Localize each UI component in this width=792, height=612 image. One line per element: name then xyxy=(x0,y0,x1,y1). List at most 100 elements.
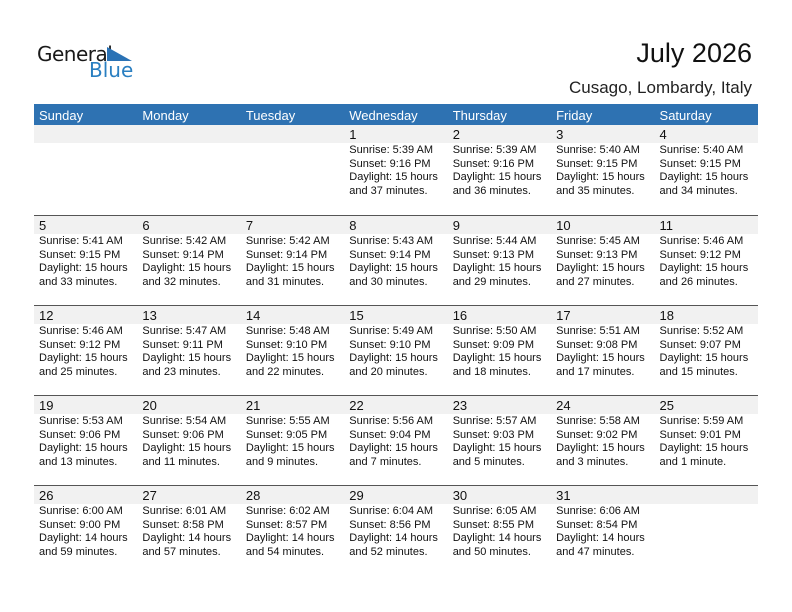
sunrise-text: Sunrise: 5:49 AM xyxy=(349,325,434,337)
day-info: Sunrise: 5:54 AM Sunset: 9:06 PM Daylight:… xyxy=(137,414,240,469)
minutes-text: and 32 minutes. xyxy=(142,275,221,288)
day-number xyxy=(137,125,241,143)
sunset-text: Sunset: 9:15 PM xyxy=(659,157,741,170)
daylight-text: Daylight: 15 hours xyxy=(452,262,542,275)
sunrise-text: Sunrise: 5:44 AM xyxy=(452,235,537,247)
weekday-tuesday: Tuesday xyxy=(245,108,296,123)
day-cell: 31 Sunrise: 6:06 AM Sunset: 8:54 PM Dayligh… xyxy=(551,486,655,575)
daylight-text: Daylight: 15 hours xyxy=(39,262,128,275)
sunrise-text: Sunrise: 6:02 AM xyxy=(245,505,330,517)
day-info: Sunrise: 5:40 AM Sunset: 9:15 PM Daylight:… xyxy=(655,143,758,198)
sunrise-text: Sunrise: 5:47 AM xyxy=(142,325,227,337)
daylight-text: Daylight: 15 hours xyxy=(349,442,438,455)
daylight-text: Daylight: 14 hours xyxy=(142,532,232,545)
daylight-text: Daylight: 15 hours xyxy=(39,442,128,455)
sunset-text: Sunset: 9:13 PM xyxy=(556,248,638,261)
daylight-text: Daylight: 15 hours xyxy=(142,442,232,455)
sunrise-text: Sunrise: 5:42 AM xyxy=(245,235,330,247)
day-info: Sunrise: 5:53 AM Sunset: 9:06 PM Daylight:… xyxy=(34,414,137,469)
daylight-text: Daylight: 15 hours xyxy=(452,442,542,455)
day-cell: 25 Sunrise: 5:59 AM Sunset: 9:01 PM Dayligh… xyxy=(654,396,758,485)
sunrise-text: Sunrise: 5:48 AM xyxy=(245,325,330,337)
sunset-text: Sunset: 9:15 PM xyxy=(39,248,121,261)
sunset-text: Sunset: 8:56 PM xyxy=(349,518,431,531)
day-number: 15 xyxy=(344,306,448,324)
daylight-text: Daylight: 15 hours xyxy=(349,171,438,184)
week-row: 12 Sunrise: 5:46 AM Sunset: 9:12 PM Dayligh… xyxy=(34,305,758,395)
sunrise-text: Sunrise: 6:01 AM xyxy=(142,505,227,517)
sunset-text: Sunset: 9:07 PM xyxy=(659,338,741,351)
day-number: 20 xyxy=(137,396,241,414)
sunrise-text: Sunrise: 5:39 AM xyxy=(452,144,537,156)
day-cell: 27 Sunrise: 6:01 AM Sunset: 8:58 PM Dayligh… xyxy=(137,486,241,575)
sunrise-text: Sunrise: 5:51 AM xyxy=(556,325,640,337)
sunrise-text: Sunrise: 5:40 AM xyxy=(556,144,640,156)
daylight-text: Daylight: 15 hours xyxy=(659,442,749,455)
day-cell: 26 Sunrise: 6:00 AM Sunset: 9:00 PM Dayligh… xyxy=(34,486,138,575)
sunset-text: Sunset: 8:55 PM xyxy=(452,518,535,531)
sunrise-text: Sunrise: 5:41 AM xyxy=(39,235,123,247)
page-title: July 2026 xyxy=(636,38,752,68)
day-cell xyxy=(34,125,138,215)
minutes-text: and 57 minutes. xyxy=(142,545,221,558)
sunset-text: Sunset: 9:04 PM xyxy=(349,428,431,441)
day-info: Sunrise: 5:44 AM Sunset: 9:13 PM Daylight:… xyxy=(448,234,551,289)
day-info: Sunrise: 5:58 AM Sunset: 9:02 PM Daylight:… xyxy=(551,414,654,469)
day-number: 31 xyxy=(551,486,655,504)
sunrise-text: Sunrise: 5:45 AM xyxy=(556,235,640,247)
day-cell: 14 Sunrise: 5:48 AM Sunset: 9:10 PM Dayligh… xyxy=(240,306,345,395)
day-cell: 29 Sunrise: 6:04 AM Sunset: 8:56 PM Dayligh… xyxy=(344,486,448,575)
sunset-text: Sunset: 9:05 PM xyxy=(245,428,328,441)
daylight-text: Daylight: 15 hours xyxy=(142,352,232,365)
day-info: Sunrise: 5:47 AM Sunset: 9:11 PM Daylight:… xyxy=(137,324,240,379)
day-cell: 9 Sunrise: 5:44 AM Sunset: 9:13 PM Daylight… xyxy=(447,216,552,305)
sunrise-text: Sunrise: 5:46 AM xyxy=(659,235,744,247)
day-number: 29 xyxy=(344,486,448,504)
daylight-text: Daylight: 15 hours xyxy=(556,262,645,275)
weekday-saturday: Saturday xyxy=(659,108,712,123)
day-cell: 11 Sunrise: 5:46 AM Sunset: 9:12 PM Dayligh… xyxy=(654,216,758,305)
sunset-text: Sunset: 9:06 PM xyxy=(39,428,121,441)
day-number: 8 xyxy=(344,216,448,234)
day-cell: 1 Sunrise: 5:39 AM Sunset: 9:16 PM Daylight… xyxy=(344,125,448,215)
sunset-text: Sunset: 9:14 PM xyxy=(349,248,431,261)
weekday-monday: Monday xyxy=(142,108,189,123)
day-cell: 16 Sunrise: 5:50 AM Sunset: 9:09 PM Dayligh… xyxy=(447,306,552,395)
daylight-text: Daylight: 14 hours xyxy=(245,532,335,545)
sunset-text: Sunset: 9:12 PM xyxy=(659,248,741,261)
minutes-text: and 22 minutes. xyxy=(245,365,325,378)
daylight-text: Daylight: 14 hours xyxy=(349,532,438,545)
sunset-text: Sunset: 9:13 PM xyxy=(452,248,535,261)
day-number: 11 xyxy=(654,216,758,234)
day-info: Sunrise: 5:52 AM Sunset: 9:07 PM Daylight:… xyxy=(655,324,758,379)
sunset-text: Sunset: 8:58 PM xyxy=(142,518,224,531)
day-number xyxy=(654,486,758,504)
day-number: 14 xyxy=(240,306,345,324)
day-info: Sunrise: 5:39 AM Sunset: 9:16 PM Daylight:… xyxy=(448,143,551,198)
sunrise-text: Sunrise: 5:54 AM xyxy=(142,415,227,427)
sunset-text: Sunset: 9:10 PM xyxy=(349,338,431,351)
day-cell: 21 Sunrise: 5:55 AM Sunset: 9:05 PM Dayligh… xyxy=(240,396,345,485)
daylight-text: Daylight: 15 hours xyxy=(245,442,335,455)
sunset-text: Sunset: 8:54 PM xyxy=(556,518,638,531)
day-cell: 19 Sunrise: 5:53 AM Sunset: 9:06 PM Dayligh… xyxy=(34,396,138,485)
sunrise-text: Sunrise: 5:53 AM xyxy=(39,415,123,427)
day-cell: 4 Sunrise: 5:40 AM Sunset: 9:15 PM Daylight… xyxy=(654,125,758,215)
sunset-text: Sunset: 9:14 PM xyxy=(142,248,224,261)
sunrise-text: Sunrise: 5:42 AM xyxy=(142,235,227,247)
sunrise-text: Sunrise: 5:55 AM xyxy=(245,415,330,427)
day-number: 19 xyxy=(34,396,138,414)
day-cell xyxy=(240,125,345,215)
sunset-text: Sunset: 9:06 PM xyxy=(142,428,224,441)
minutes-text: and 1 minute. xyxy=(659,455,727,468)
daylight-text: Daylight: 14 hours xyxy=(39,532,128,545)
day-info: Sunrise: 6:01 AM Sunset: 8:58 PM Daylight:… xyxy=(137,504,240,559)
minutes-text: and 18 minutes. xyxy=(452,365,531,378)
daylight-text: Daylight: 15 hours xyxy=(142,262,232,275)
weekday-thursday: Thursday xyxy=(452,108,507,123)
sunrise-text: Sunrise: 5:57 AM xyxy=(452,415,537,427)
day-number: 27 xyxy=(137,486,241,504)
daylight-text: Daylight: 15 hours xyxy=(452,352,542,365)
day-info: Sunrise: 5:43 AM Sunset: 9:14 PM Daylight:… xyxy=(344,234,447,289)
day-info: Sunrise: 5:48 AM Sunset: 9:10 PM Daylight:… xyxy=(241,324,344,379)
